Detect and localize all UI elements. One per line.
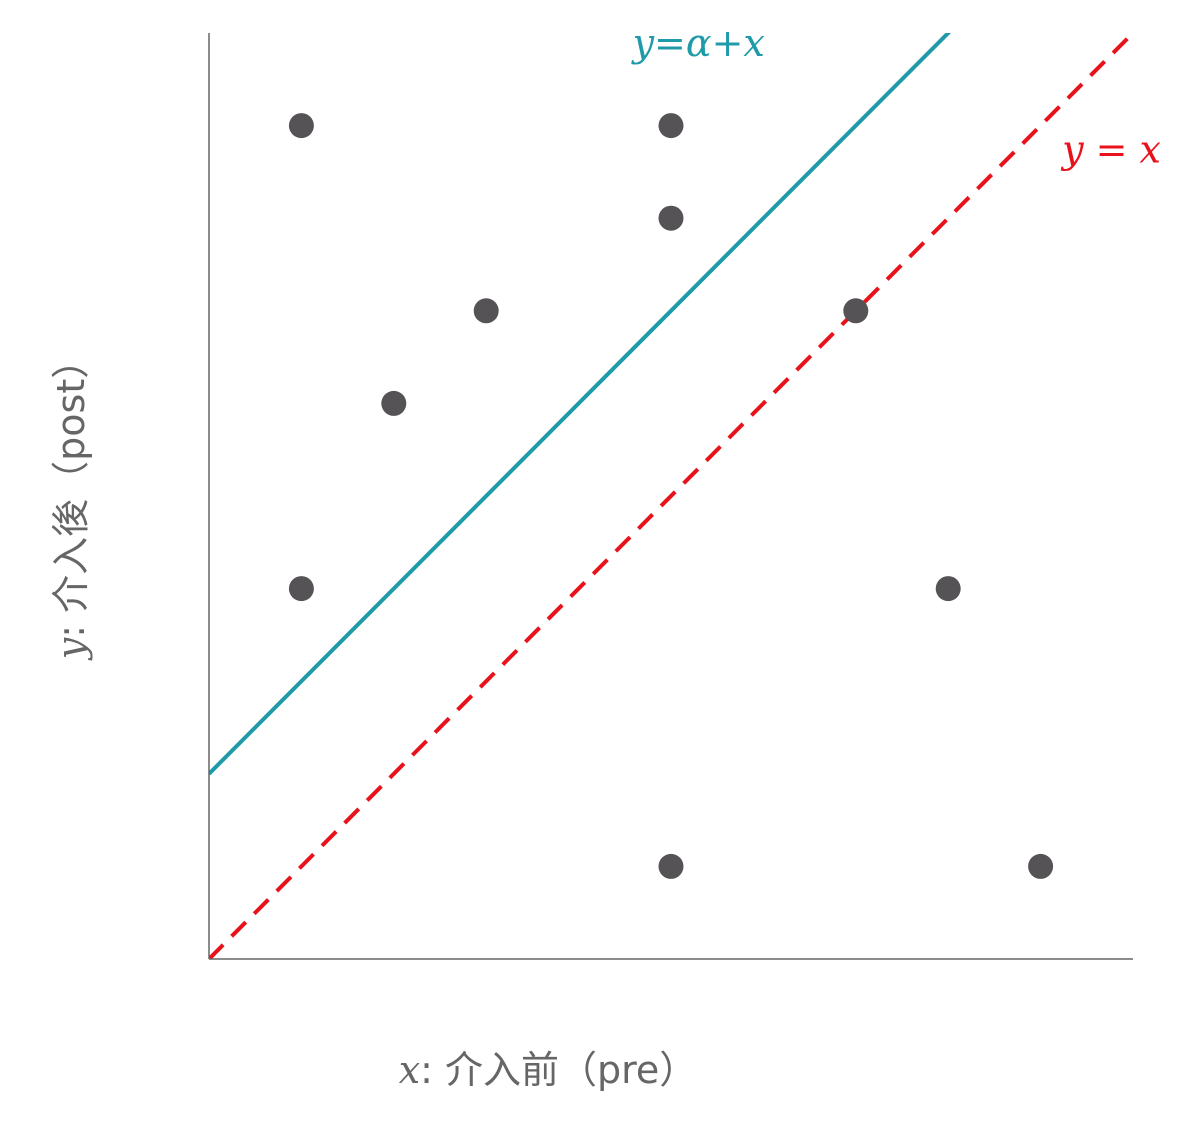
data-points [288,113,1054,879]
scatter-point [381,390,407,416]
identity-line-label: y = x [1060,128,1161,172]
reference-lines [209,33,1133,959]
scatter-point [658,113,684,139]
identity-line [209,33,1133,959]
scatter-point [658,853,684,879]
scatter-point [935,576,961,602]
y-axis-title: y: 介入後（post） [49,341,93,661]
scatter-point [288,576,314,602]
x-axis-title: x: 介入前（pre） [399,1048,698,1092]
scatter-point [473,298,499,324]
scatter-point [288,113,314,139]
scatter-point [1028,853,1054,879]
line-labels: y=α+x y = x [631,21,1161,171]
alpha-line [209,33,952,776]
scatter-point [658,205,684,231]
alpha-line-label: y=α+x [631,21,765,65]
scatter-point [843,298,869,324]
